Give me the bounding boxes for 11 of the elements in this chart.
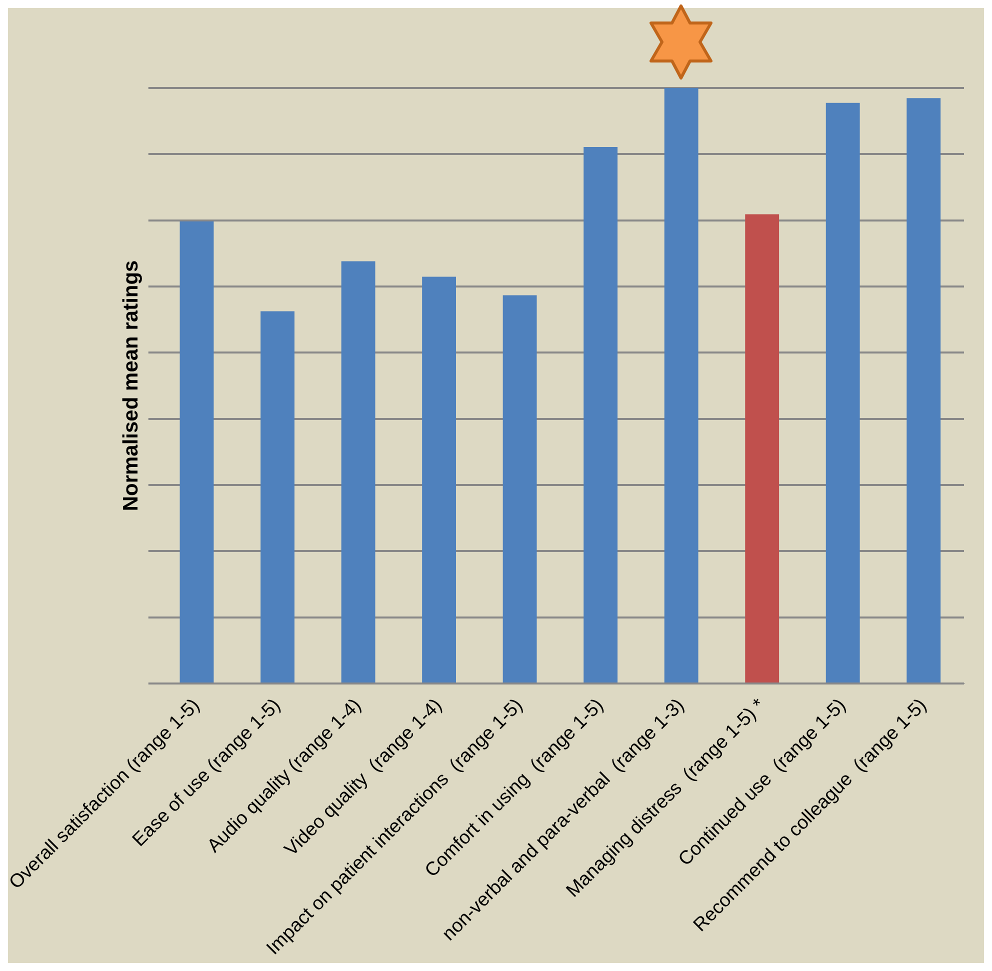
bar [745, 214, 780, 682]
y-axis-title: Normalised mean ratings [120, 260, 143, 512]
bar [180, 221, 214, 682]
bar [502, 295, 537, 682]
bar [422, 276, 456, 682]
bar [260, 311, 294, 682]
bar [664, 88, 698, 682]
bar [826, 102, 860, 682]
bar [906, 98, 941, 682]
bar [341, 261, 376, 682]
bar [584, 146, 618, 682]
